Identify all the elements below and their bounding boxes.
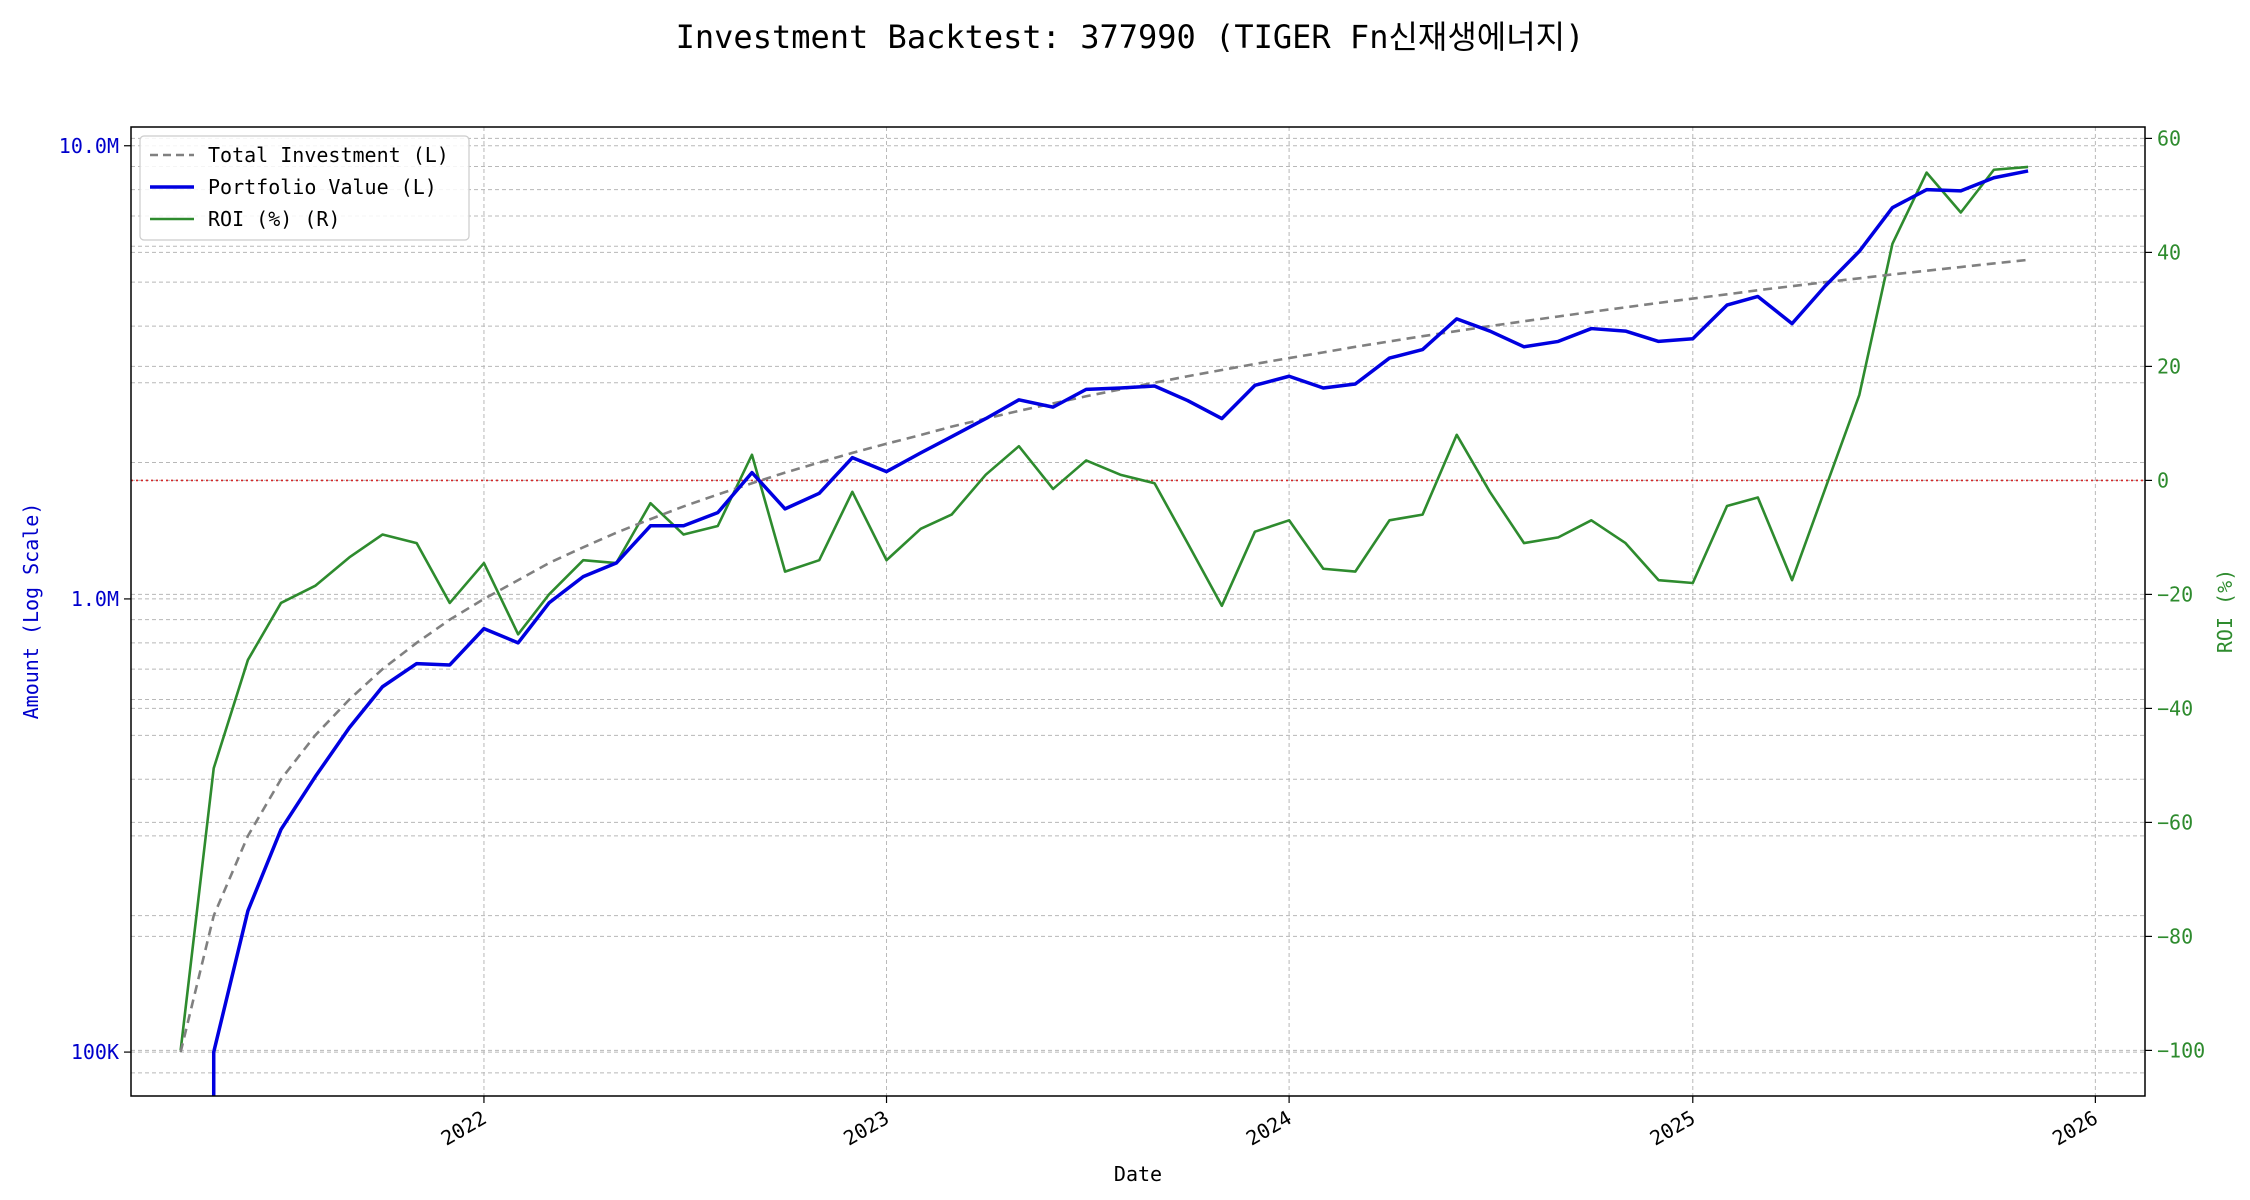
legend-label-total-investment: Total Investment (L) <box>208 143 449 167</box>
legend-label-portfolio-value: Portfolio Value (L) <box>208 175 437 199</box>
y-right-tick-label: −100 <box>2157 1038 2205 1062</box>
y-axis-left: 100K 1.0M 10.0M <box>59 134 131 1064</box>
legend: Total Investment (L) Portfolio Value (L)… <box>139 135 470 241</box>
chart-title: Investment Backtest: 377990 (TIGER Fn신재생… <box>676 18 1585 56</box>
series-line-roi <box>179 165 2029 1051</box>
x-axis-label: Date <box>1114 1162 1162 1186</box>
grid-layer <box>131 127 2145 1097</box>
y-right-tick-label: −20 <box>2157 582 2193 606</box>
y-axis-right-label: ROI (%) <box>2213 569 2237 653</box>
plot-frame <box>130 126 2146 1097</box>
y-left-tick-label: 100K <box>71 1040 119 1064</box>
y-right-tick-label: 0 <box>2157 468 2169 492</box>
y-right-tick-label: 40 <box>2157 240 2181 264</box>
y-axis-left-label: Amount (Log Scale) <box>19 503 43 720</box>
y-left-tick-label: 10.0M <box>59 134 119 158</box>
legend-box <box>139 135 470 241</box>
y-axis-right: −100 −80 −60 −40 −20 0 20 40 60 <box>2145 126 2205 1062</box>
y-right-tick-label: 20 <box>2157 354 2181 378</box>
series-layer <box>179 165 2029 1096</box>
y-right-tick-label: −60 <box>2157 810 2193 834</box>
legend-label-roi: ROI (%) (R) <box>208 207 340 231</box>
y-right-tick-label: −40 <box>2157 696 2193 720</box>
series-line-total-investment <box>179 258 2029 1053</box>
series-line-portfolio-value <box>211 169 2029 1096</box>
y-left-tick-label: 1.0M <box>71 587 119 611</box>
y-right-tick-label: 60 <box>2157 126 2181 150</box>
y-right-tick-label: −80 <box>2157 924 2193 948</box>
